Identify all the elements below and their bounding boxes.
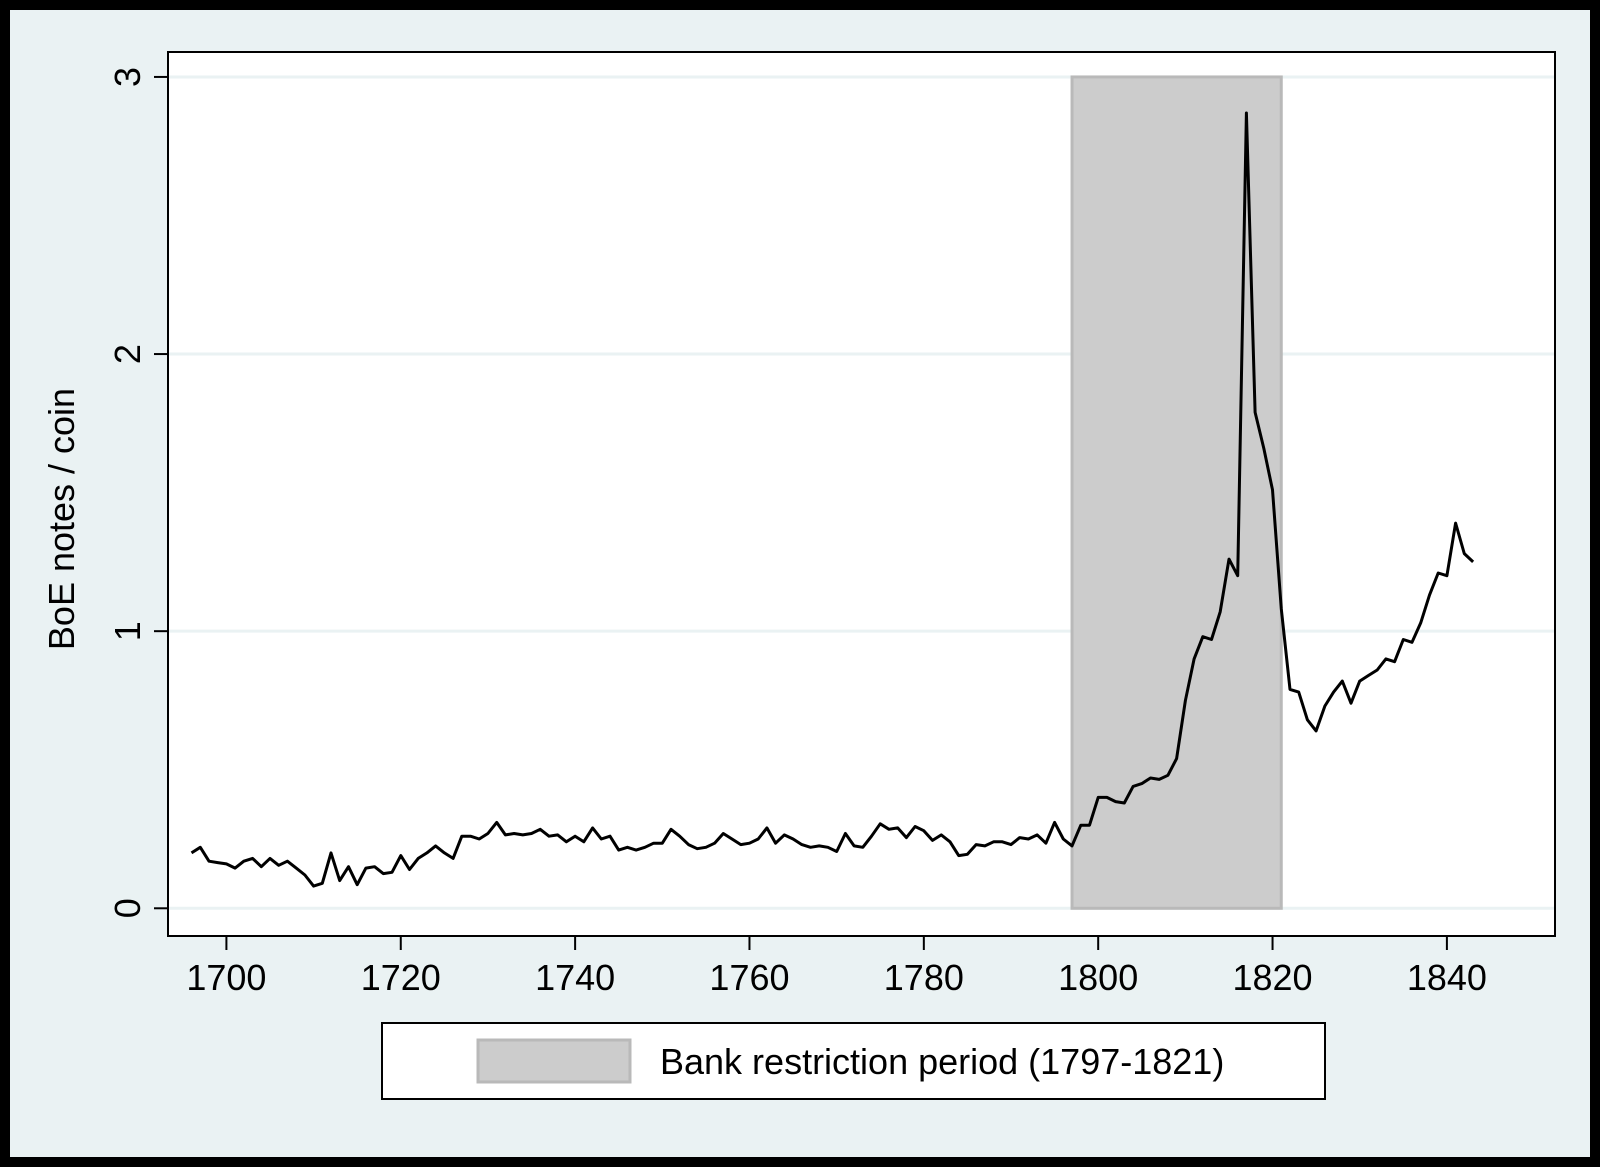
y-axis: 0 1 2 3 bbox=[107, 67, 168, 918]
x-tick-label-1720: 1720 bbox=[361, 957, 441, 998]
legend: Bank restriction period (1797-1821) bbox=[381, 1022, 1326, 1100]
y-tick-label-0: 0 bbox=[107, 898, 148, 918]
x-tick-label-1760: 1760 bbox=[709, 957, 789, 998]
chart-frame: 1700 1720 1740 1760 1780 1800 1820 1840 0 1 2 3 Bo… bbox=[10, 10, 1590, 1157]
x-tick-label-1840: 1840 bbox=[1407, 957, 1487, 998]
bank-restriction-band bbox=[1070, 75, 1283, 910]
y-tick-label-3: 3 bbox=[107, 67, 148, 87]
y-tick-label-2: 2 bbox=[107, 344, 148, 364]
legend-label: Bank restriction period (1797-1821) bbox=[660, 1041, 1224, 1082]
plot-area bbox=[167, 51, 1556, 937]
legend-swatch-band bbox=[476, 1038, 632, 1084]
chart: 1700 1720 1740 1760 1780 1800 1820 1840 0 1 2 3 Bo… bbox=[41, 51, 1556, 1100]
x-tick-label-1740: 1740 bbox=[535, 957, 615, 998]
x-axis: 1700 1720 1740 1760 1780 1800 1820 1840 bbox=[186, 936, 1487, 998]
y-axis-title: BoE notes / coin bbox=[41, 388, 82, 650]
x-tick-label-1800: 1800 bbox=[1058, 957, 1138, 998]
x-tick-label-1780: 1780 bbox=[884, 957, 964, 998]
y-tick-label-1: 1 bbox=[107, 621, 148, 641]
x-tick-label-1820: 1820 bbox=[1232, 957, 1312, 998]
series-line bbox=[190, 111, 1475, 888]
x-tick-label-1700: 1700 bbox=[186, 957, 266, 998]
gridlines bbox=[169, 75, 1554, 910]
